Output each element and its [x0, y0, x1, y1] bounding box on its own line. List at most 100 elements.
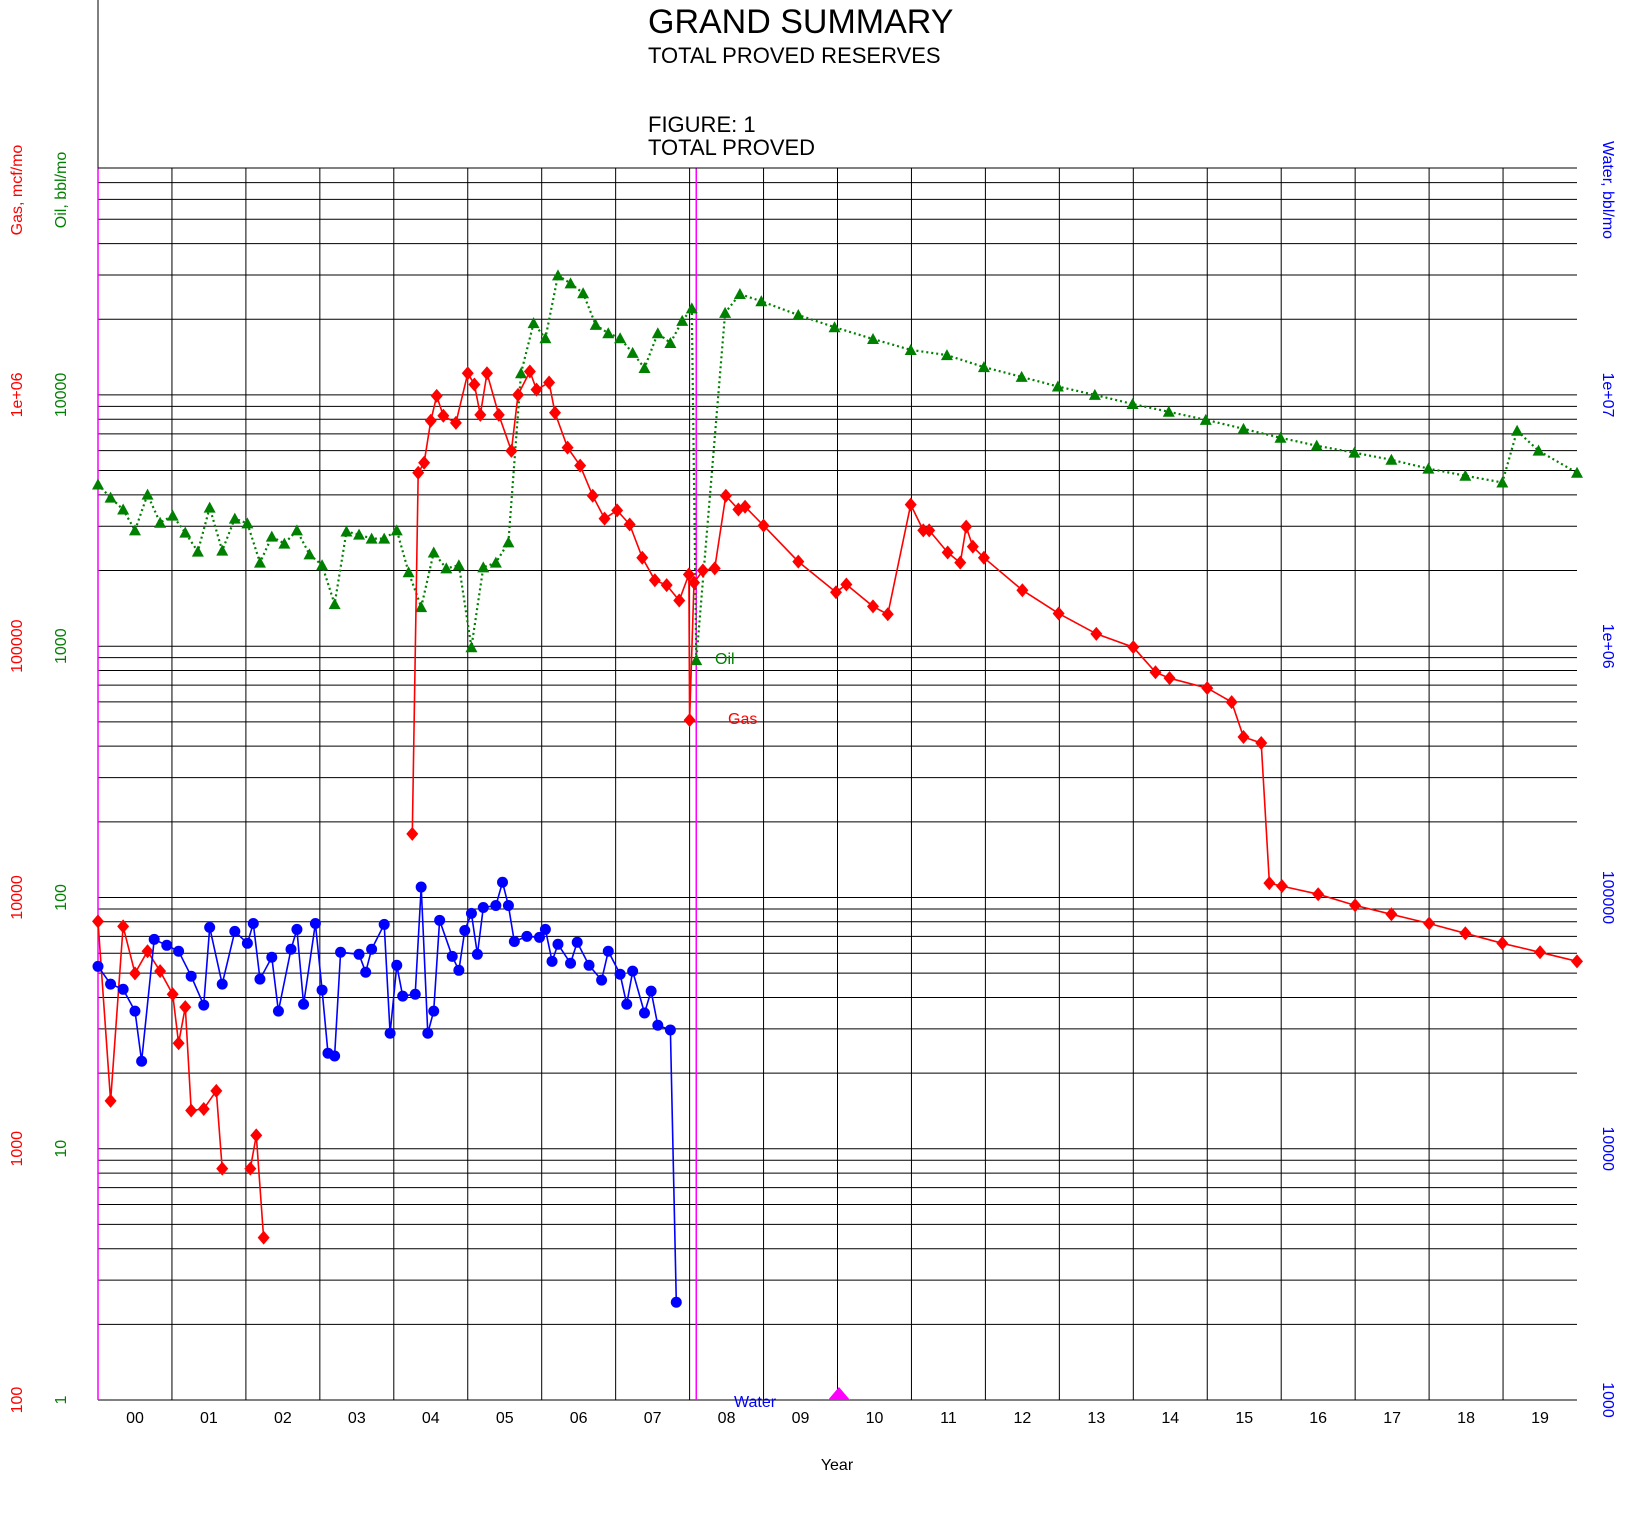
data-point	[105, 978, 117, 990]
x-tick-label: 04	[422, 1410, 440, 1427]
data-point	[241, 937, 253, 949]
data-point	[583, 959, 595, 971]
data-point	[1459, 926, 1472, 941]
data-point	[1015, 370, 1028, 382]
data-point	[1385, 453, 1398, 465]
data-point	[1571, 954, 1583, 969]
data-point	[688, 575, 701, 590]
data-point	[117, 503, 130, 515]
data-point	[638, 1007, 650, 1019]
data-point	[623, 517, 636, 532]
data-point	[290, 524, 303, 536]
data-point	[461, 366, 474, 381]
y2-tick-label: 1000	[1599, 1382, 1616, 1418]
data-point	[440, 562, 453, 574]
data-point	[708, 561, 721, 576]
data-point	[614, 332, 627, 344]
data-point	[92, 914, 104, 929]
data-point	[696, 563, 709, 578]
data-point	[660, 578, 673, 593]
data-point	[739, 499, 752, 514]
x-tick-label: 07	[644, 1410, 662, 1427]
data-point	[424, 413, 437, 428]
data-point	[551, 269, 564, 281]
data-point	[203, 501, 216, 513]
data-point	[673, 593, 686, 608]
data-point	[611, 503, 624, 518]
data-point	[904, 497, 917, 512]
data-point	[552, 938, 564, 950]
data-point	[530, 382, 543, 397]
data-point	[960, 519, 973, 534]
data-point	[253, 556, 266, 568]
data-point	[521, 930, 533, 942]
data-point	[574, 458, 587, 473]
data-point	[449, 415, 462, 430]
y2-tick-label: 1e+06	[1599, 624, 1616, 669]
data-point	[434, 914, 446, 926]
annotation: TOTAL PROVED	[648, 135, 815, 160]
data-point	[1496, 476, 1509, 488]
data-point	[492, 407, 505, 422]
y3-tick-label: 100	[9, 1387, 26, 1414]
data-point	[166, 509, 179, 521]
data-point	[471, 948, 483, 960]
data-point	[733, 288, 746, 300]
y2-tick-label: 1e+07	[1599, 372, 1616, 417]
data-point	[539, 332, 552, 344]
y3-axis-title: Gas, mcf/mo	[9, 145, 26, 236]
data-point	[265, 530, 278, 542]
series-label: Water	[734, 1394, 777, 1411]
y-tick-label: 1000	[53, 628, 70, 664]
data-point	[586, 488, 599, 503]
y2-axis-title: Water, bbl/mo	[1599, 141, 1616, 239]
x-tick-label: 14	[1161, 1410, 1179, 1427]
data-point	[391, 959, 403, 971]
data-point	[664, 336, 677, 348]
data-point	[453, 964, 465, 976]
data-point	[1163, 671, 1176, 686]
x-tick-label: 08	[718, 1410, 736, 1427]
data-point	[543, 375, 556, 390]
data-point	[670, 1296, 682, 1308]
data-point	[366, 943, 378, 955]
data-point	[154, 516, 167, 528]
x-tick-label: 03	[348, 1410, 366, 1427]
x-tick-label: 15	[1235, 1410, 1253, 1427]
x-tick-label: 05	[496, 1410, 514, 1427]
data-point	[792, 554, 805, 569]
data-point	[1127, 640, 1140, 655]
data-point	[298, 998, 310, 1010]
y3-tick-label: 100000	[9, 619, 26, 672]
data-point	[1051, 380, 1064, 392]
data-point	[452, 559, 465, 571]
y2-tick-label: 10000	[1599, 1126, 1616, 1171]
data-point	[719, 306, 732, 318]
data-point	[652, 1019, 664, 1031]
data-point	[1052, 606, 1065, 621]
data-point	[549, 405, 562, 420]
data-point	[198, 999, 210, 1011]
data-point	[645, 985, 657, 997]
data-point	[390, 524, 403, 536]
data-point	[353, 528, 366, 540]
data-point	[397, 990, 409, 1002]
data-point	[626, 346, 639, 358]
data-point	[866, 599, 879, 614]
data-point	[244, 1161, 257, 1176]
data-point	[173, 945, 185, 957]
data-point	[546, 955, 558, 967]
data-point	[316, 984, 328, 996]
data-point	[638, 361, 651, 373]
data-point	[141, 944, 154, 959]
data-point	[415, 881, 427, 893]
data-point	[648, 573, 661, 588]
data-point	[1263, 876, 1276, 891]
data-point	[828, 321, 841, 333]
data-point	[571, 936, 583, 948]
y-tick-label: 10	[53, 1140, 70, 1158]
data-point	[241, 517, 254, 529]
data-point	[682, 567, 695, 582]
data-point	[309, 917, 321, 929]
